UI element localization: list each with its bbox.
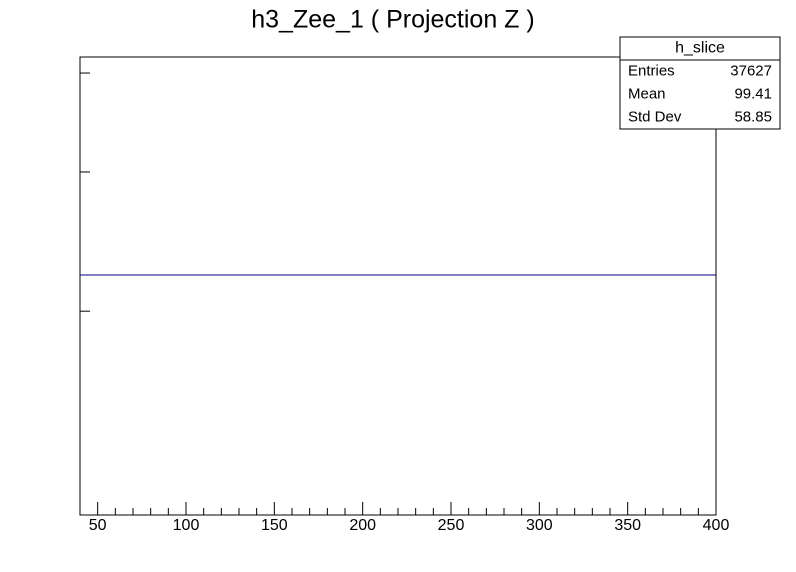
- x-tick-label: 350: [614, 517, 641, 534]
- x-tick-label: 150: [261, 517, 288, 534]
- chart-title: h3_Zee_1 ( Projection Z ): [251, 6, 534, 34]
- x-tick-label: 50: [89, 517, 107, 534]
- stats-box: [619, 36, 781, 130]
- stats-label: Std Dev: [628, 108, 682, 125]
- x-tick-label: 200: [349, 517, 376, 534]
- stats-label: Mean: [628, 85, 666, 102]
- stats-title: h_slice: [675, 40, 725, 57]
- x-tick-label: 300: [526, 517, 553, 534]
- stats-value: 58.85: [734, 108, 772, 125]
- x-tick-label: 400: [703, 517, 730, 534]
- x-tick-label: 250: [438, 517, 465, 534]
- stats-value: 99.41: [734, 85, 772, 102]
- x-tick-label: 100: [173, 517, 200, 534]
- stats-value: 37627: [730, 62, 772, 79]
- stats-label: Entries: [628, 62, 675, 79]
